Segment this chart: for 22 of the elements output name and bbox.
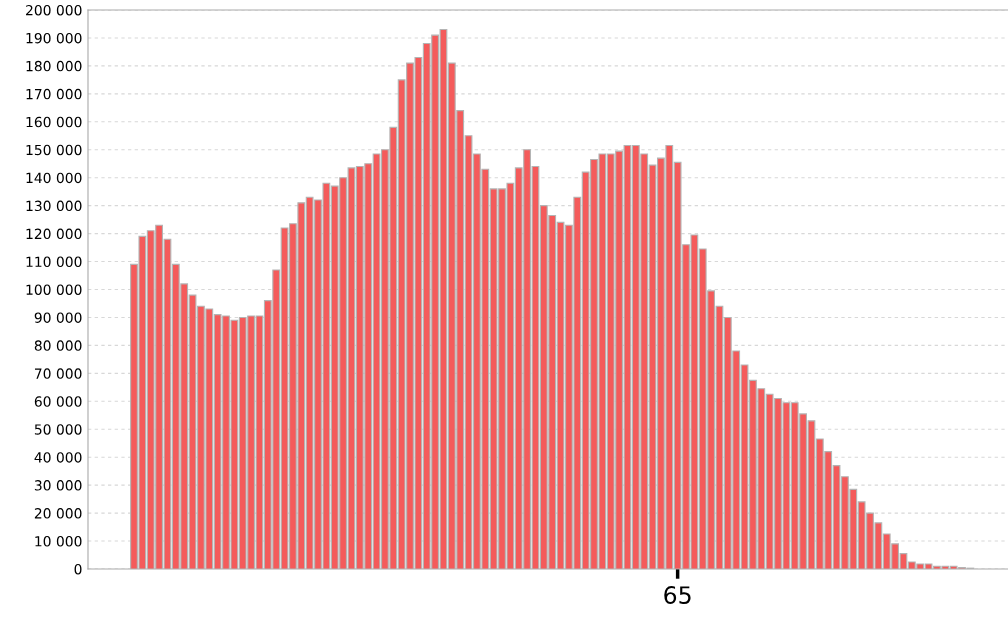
- y-tick-label: 30 000: [34, 480, 82, 491]
- y-tick-label: 110 000: [26, 256, 82, 268]
- y-tick-label: 140 000: [26, 172, 82, 184]
- y-tick-label: 170 000: [26, 88, 82, 100]
- y-tick-label: 180 000: [26, 60, 82, 72]
- y-tick-label: 50 000: [34, 424, 82, 435]
- y-tick-label: 10 000: [35, 536, 82, 547]
- y-tick-label: 70 000: [34, 368, 82, 379]
- y-tick-label: 120 000: [26, 228, 82, 240]
- y-tick-label: 20 000: [34, 508, 82, 519]
- x-tick-label: 65: [664, 586, 691, 604]
- y-tick-label: 150 000: [26, 144, 82, 156]
- y-tick-label: 40 000: [34, 452, 82, 463]
- y-tick-label: 60 000: [34, 396, 82, 407]
- y-tick-label: 80 000: [34, 340, 82, 351]
- y-tick-label: 160 000: [26, 116, 82, 128]
- y-tick-label: 190 000: [26, 32, 82, 44]
- y-tick-label: 0: [74, 563, 82, 575]
- y-tick-label: 130 000: [26, 200, 82, 212]
- y-tick-label: 200 000: [26, 4, 82, 16]
- y-tick-label: 100 000: [26, 284, 82, 295]
- y-tick-label: 90 000: [34, 312, 82, 323]
